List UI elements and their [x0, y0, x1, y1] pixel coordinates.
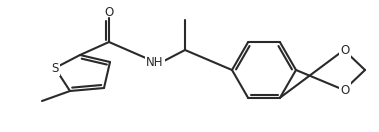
- Text: O: O: [104, 6, 114, 20]
- Text: S: S: [51, 62, 59, 74]
- Text: O: O: [340, 44, 349, 56]
- Text: NH: NH: [146, 55, 164, 69]
- Text: O: O: [340, 84, 349, 96]
